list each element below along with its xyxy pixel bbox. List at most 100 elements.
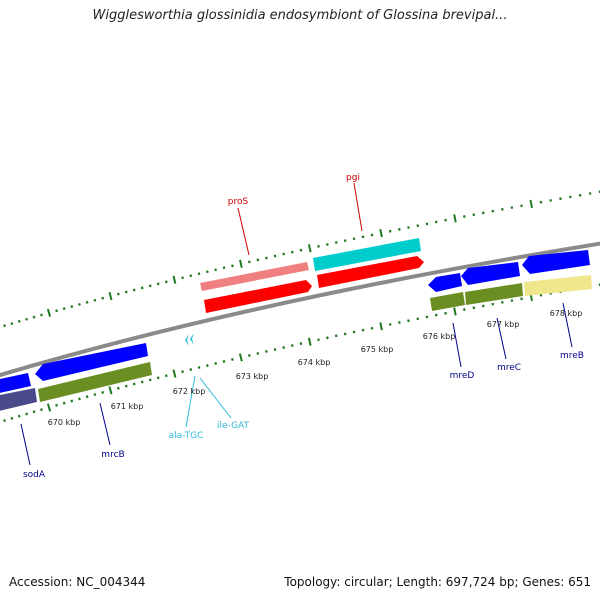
gene-label-ala-TGC[interactable]: ala-TGC <box>169 431 204 441</box>
minor-tick <box>32 410 36 414</box>
minor-tick <box>425 315 429 319</box>
minor-tick <box>189 274 193 278</box>
minor-tick <box>256 352 260 355</box>
minor-tick <box>148 378 152 382</box>
cds-mreD-feature[interactable] <box>428 273 462 292</box>
major-tick <box>453 307 457 316</box>
gene-label-mreB[interactable]: mreB <box>560 351 584 361</box>
accession-text: Accession: NC_004344 <box>9 575 146 589</box>
minor-tick <box>416 317 420 321</box>
minor-tick <box>222 360 226 363</box>
minor-tick <box>434 313 438 317</box>
minor-tick <box>370 326 374 330</box>
cds-mrcB-upper[interactable] <box>35 343 148 381</box>
minor-tick <box>214 268 217 272</box>
cds-proS-arrow[interactable] <box>204 280 312 313</box>
cds-mreB-feature[interactable] <box>522 250 590 274</box>
gene-label-pgi[interactable]: pgi <box>346 173 360 183</box>
gene-label-ile-GAT[interactable]: ile-GAT <box>217 421 250 431</box>
minor-tick <box>231 358 234 361</box>
minor-tick <box>248 260 251 264</box>
major-tick <box>108 386 113 395</box>
scale-label: 678 kbp <box>550 309 583 318</box>
minor-tick <box>290 250 294 254</box>
minor-tick <box>370 233 374 237</box>
minor-tick <box>3 324 6 328</box>
gene-label-mreC[interactable]: mreC <box>497 363 521 373</box>
map-title: Wigglesworthia glossinidia endosymbiont … <box>92 8 508 23</box>
minor-tick <box>416 224 420 228</box>
mrcB-connector <box>99 402 111 446</box>
pgi-connector <box>353 182 363 232</box>
cds-sodA-feature[interactable] <box>0 388 37 412</box>
major-tick <box>379 228 383 238</box>
minor-tick <box>334 334 338 338</box>
minor-tick <box>444 311 447 315</box>
gene-label-sodA[interactable]: sodA <box>23 470 46 480</box>
minor-tick <box>85 300 89 304</box>
cds-proS-feature[interactable] <box>200 262 309 291</box>
cds-mreC-feature[interactable] <box>461 262 520 285</box>
cds-sodA-upper[interactable] <box>0 373 31 394</box>
sodA-connector <box>20 423 31 466</box>
major-tick <box>307 337 312 346</box>
trna-ala-ile-glyph[interactable] <box>185 333 194 346</box>
major-tick <box>239 259 243 268</box>
cds-mreB-track[interactable] <box>524 275 592 296</box>
scale-label: 674 kbp <box>298 358 331 367</box>
minor-tick <box>463 308 466 312</box>
scale-label: 677 kbp <box>487 320 520 329</box>
major-tick <box>172 275 177 284</box>
minor-tick <box>156 282 160 286</box>
minor-tick <box>132 288 136 292</box>
scale-label: 675 kbp <box>361 345 394 354</box>
minor-tick <box>206 270 209 274</box>
cds-pgi-arrow[interactable] <box>317 256 424 288</box>
major-tick <box>108 292 113 301</box>
minor-tick <box>70 399 74 403</box>
minor-tick <box>326 243 329 246</box>
minor-tick <box>282 252 285 256</box>
minor-tick <box>164 374 168 378</box>
minor-tick <box>326 336 329 340</box>
outer-tick-track <box>3 190 600 328</box>
minor-tick <box>40 313 43 317</box>
minor-tick <box>265 350 268 353</box>
cds-mreD-track[interactable] <box>430 292 465 311</box>
topology-text: Topology: circular; Length: 697,724 bp; … <box>284 575 591 589</box>
minor-tick <box>352 330 356 334</box>
minor-tick <box>85 395 89 399</box>
minor-tick <box>156 376 160 380</box>
minor-tick <box>10 322 14 326</box>
minor-tick <box>361 235 365 239</box>
minor-tick <box>62 307 66 311</box>
minor-tick <box>164 280 168 284</box>
cds-mrcB-feature[interactable] <box>38 362 152 402</box>
major-tick <box>46 403 52 412</box>
minor-tick <box>214 362 217 365</box>
cds-pgi-feature[interactable] <box>313 238 421 271</box>
mreC-connector <box>496 317 507 360</box>
minor-tick <box>124 290 128 294</box>
minor-tick <box>62 401 66 405</box>
minor-tick <box>101 296 105 300</box>
cds-mreC-track[interactable] <box>465 283 523 305</box>
major-tick <box>46 308 52 317</box>
minor-tick <box>299 342 303 346</box>
minor-tick <box>78 302 81 306</box>
minor-tick <box>25 317 28 321</box>
minor-tick <box>70 305 74 308</box>
minor-tick <box>273 348 277 351</box>
minor-tick <box>290 344 294 347</box>
gene-label-proS[interactable]: proS <box>228 197 249 207</box>
minor-tick <box>434 220 438 224</box>
minor-tick <box>317 244 320 248</box>
minor-tick <box>520 204 523 208</box>
gene-label-mreD[interactable]: mreD <box>450 371 475 381</box>
minor-tick <box>481 211 485 215</box>
scale-label: 676 kbp <box>423 332 456 341</box>
minor-tick <box>222 266 226 270</box>
minor-tick <box>334 241 338 244</box>
gene-label-mrcB[interactable]: mrcB <box>101 450 124 460</box>
scale-label: 671 kbp <box>111 402 144 411</box>
